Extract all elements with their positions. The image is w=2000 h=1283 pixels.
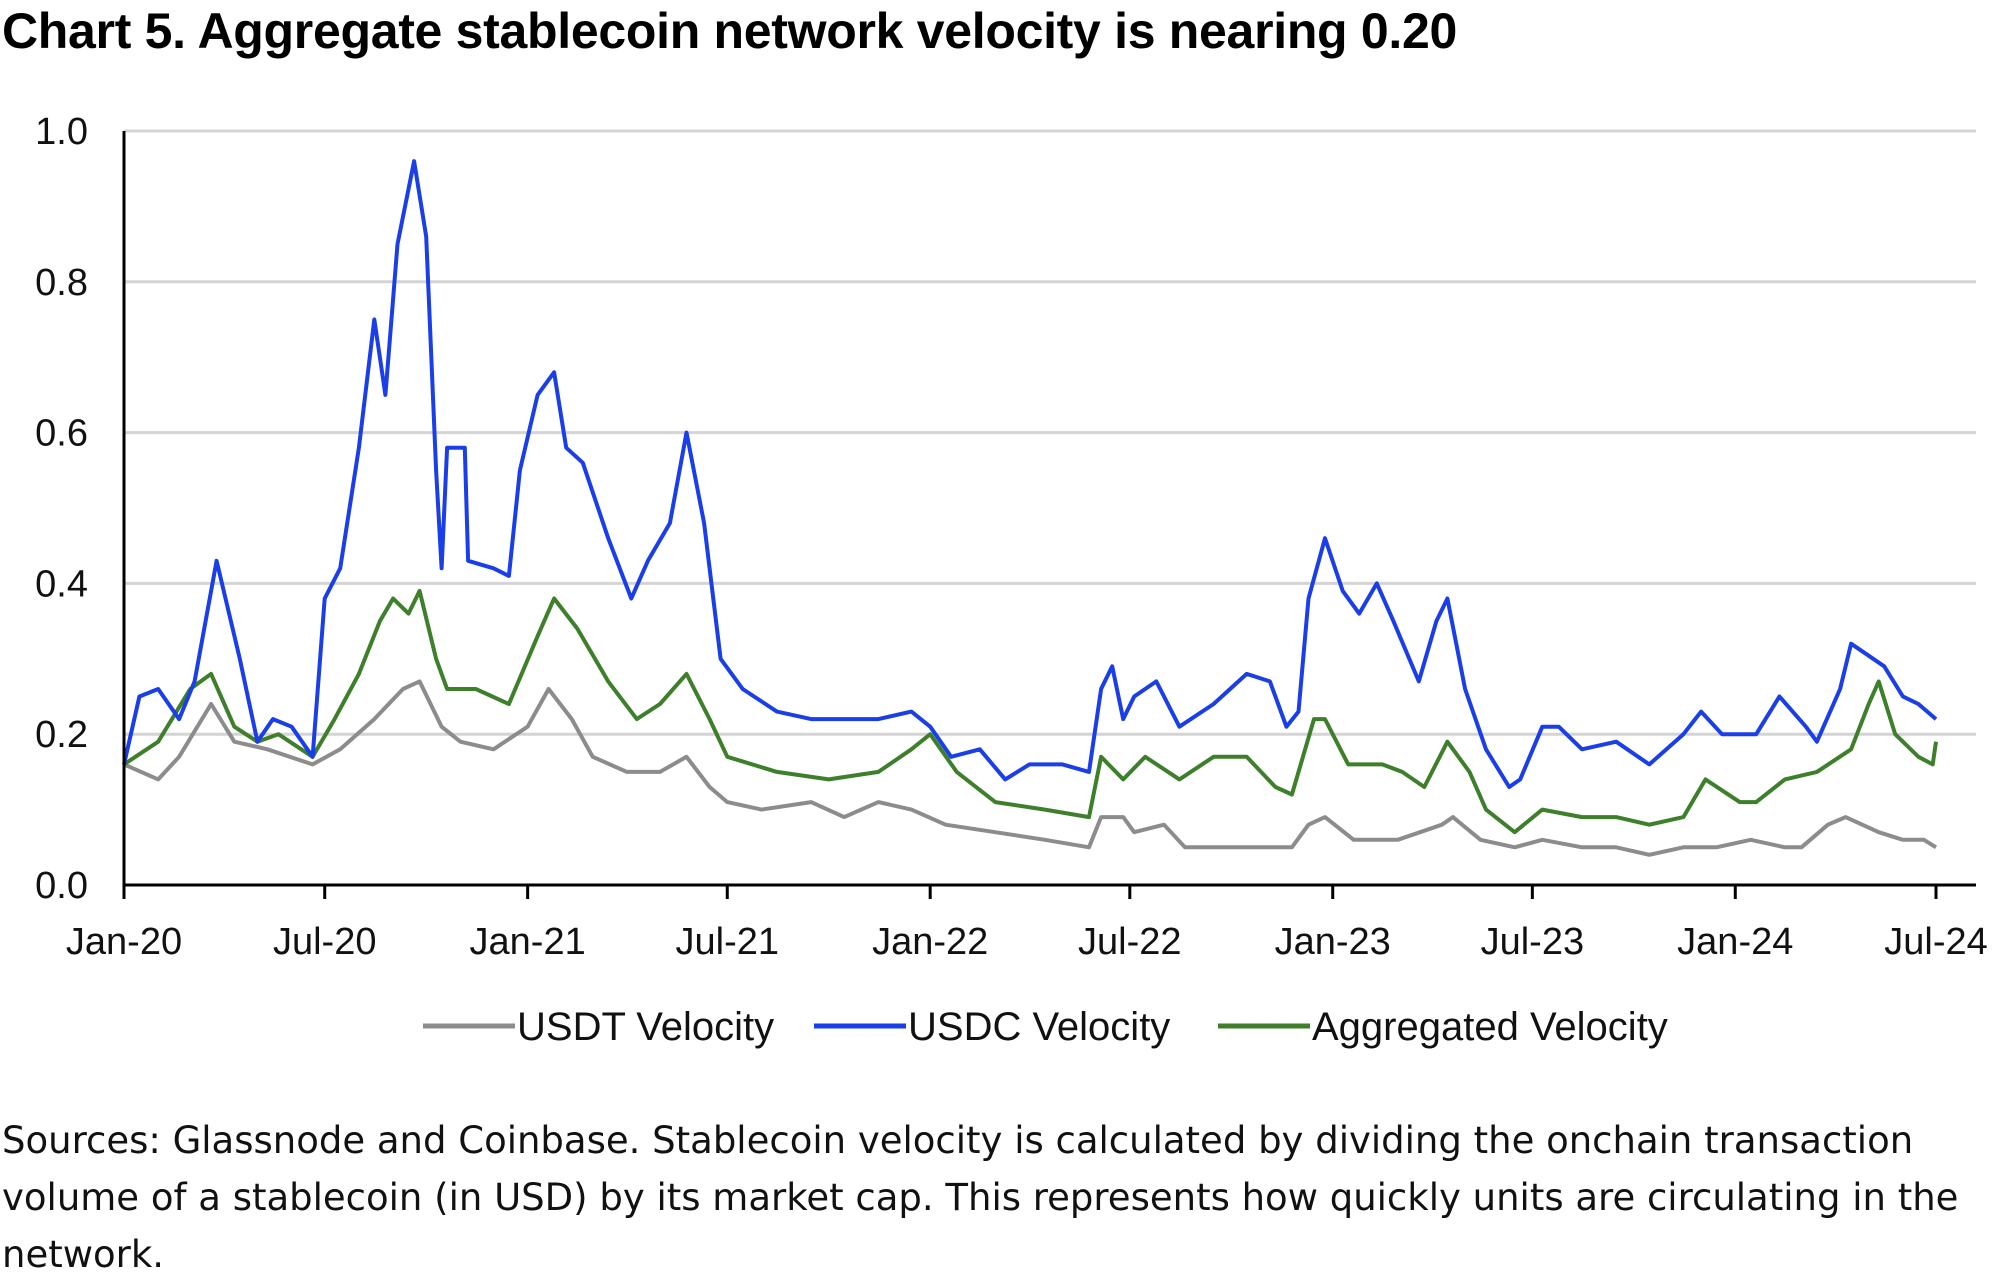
legend-item: Aggregated Velocity [1218, 1005, 1668, 1049]
x-axis-ticks: Jan-20 Jul-20 Jan-21 Jul-21 Jan-22 Jul-22 Jan-… [66, 885, 1988, 963]
x-tick-label: Jan-20 [66, 921, 182, 963]
y-tick-label: 0.6 [35, 413, 88, 455]
y-tick-label: 1.0 [35, 111, 88, 153]
x-tick-label: Jan-22 [872, 921, 988, 963]
y-tick-label: 0.2 [35, 714, 88, 756]
x-tick-label: Jan-21 [470, 921, 586, 963]
y-tick-label: 0.4 [35, 563, 88, 605]
x-tick-label: Jul-23 [1481, 921, 1585, 963]
legend-item: USDC Velocity [814, 1005, 1170, 1049]
source-note: Sources: Glassnode and Coinbase. Stablec… [2, 1119, 1959, 1276]
x-tick-label: Jul-21 [676, 921, 780, 963]
y-tick-label: 0.0 [35, 865, 88, 907]
series-line-usdt-velocity [123, 679, 1938, 857]
x-tick-label: Jan-23 [1275, 921, 1391, 963]
legend-label: Aggregated Velocity [1312, 1005, 1668, 1049]
legend: USDT Velocity USDC Velocity Aggregated Vel… [423, 1005, 1668, 1049]
line-chart: 0.0 0.2 0.4 0.6 0.8 1.0 Jan-20 Jul-20 Jan-21 Jul… [35, 111, 1988, 1049]
legend-label: USDC Velocity [908, 1005, 1170, 1049]
x-tick-label: Jan-24 [1677, 921, 1793, 963]
x-tick-label: Jul-22 [1078, 921, 1182, 963]
x-tick-label: Jul-20 [273, 921, 377, 963]
legend-item: USDT Velocity [423, 1005, 774, 1049]
legend-label: USDT Velocity [517, 1005, 774, 1049]
series-lines [122, 159, 1938, 857]
y-axis-ticks: 0.0 0.2 0.4 0.6 0.8 1.0 [35, 111, 88, 907]
chart-title: Chart 5. Aggregate stablecoin network ve… [2, 3, 1458, 59]
y-tick-label: 0.8 [35, 262, 88, 304]
series-line-aggregated-velocity [122, 588, 1938, 835]
x-tick-label: Jul-24 [1884, 921, 1988, 963]
series-line-usdc-velocity [122, 159, 1938, 789]
